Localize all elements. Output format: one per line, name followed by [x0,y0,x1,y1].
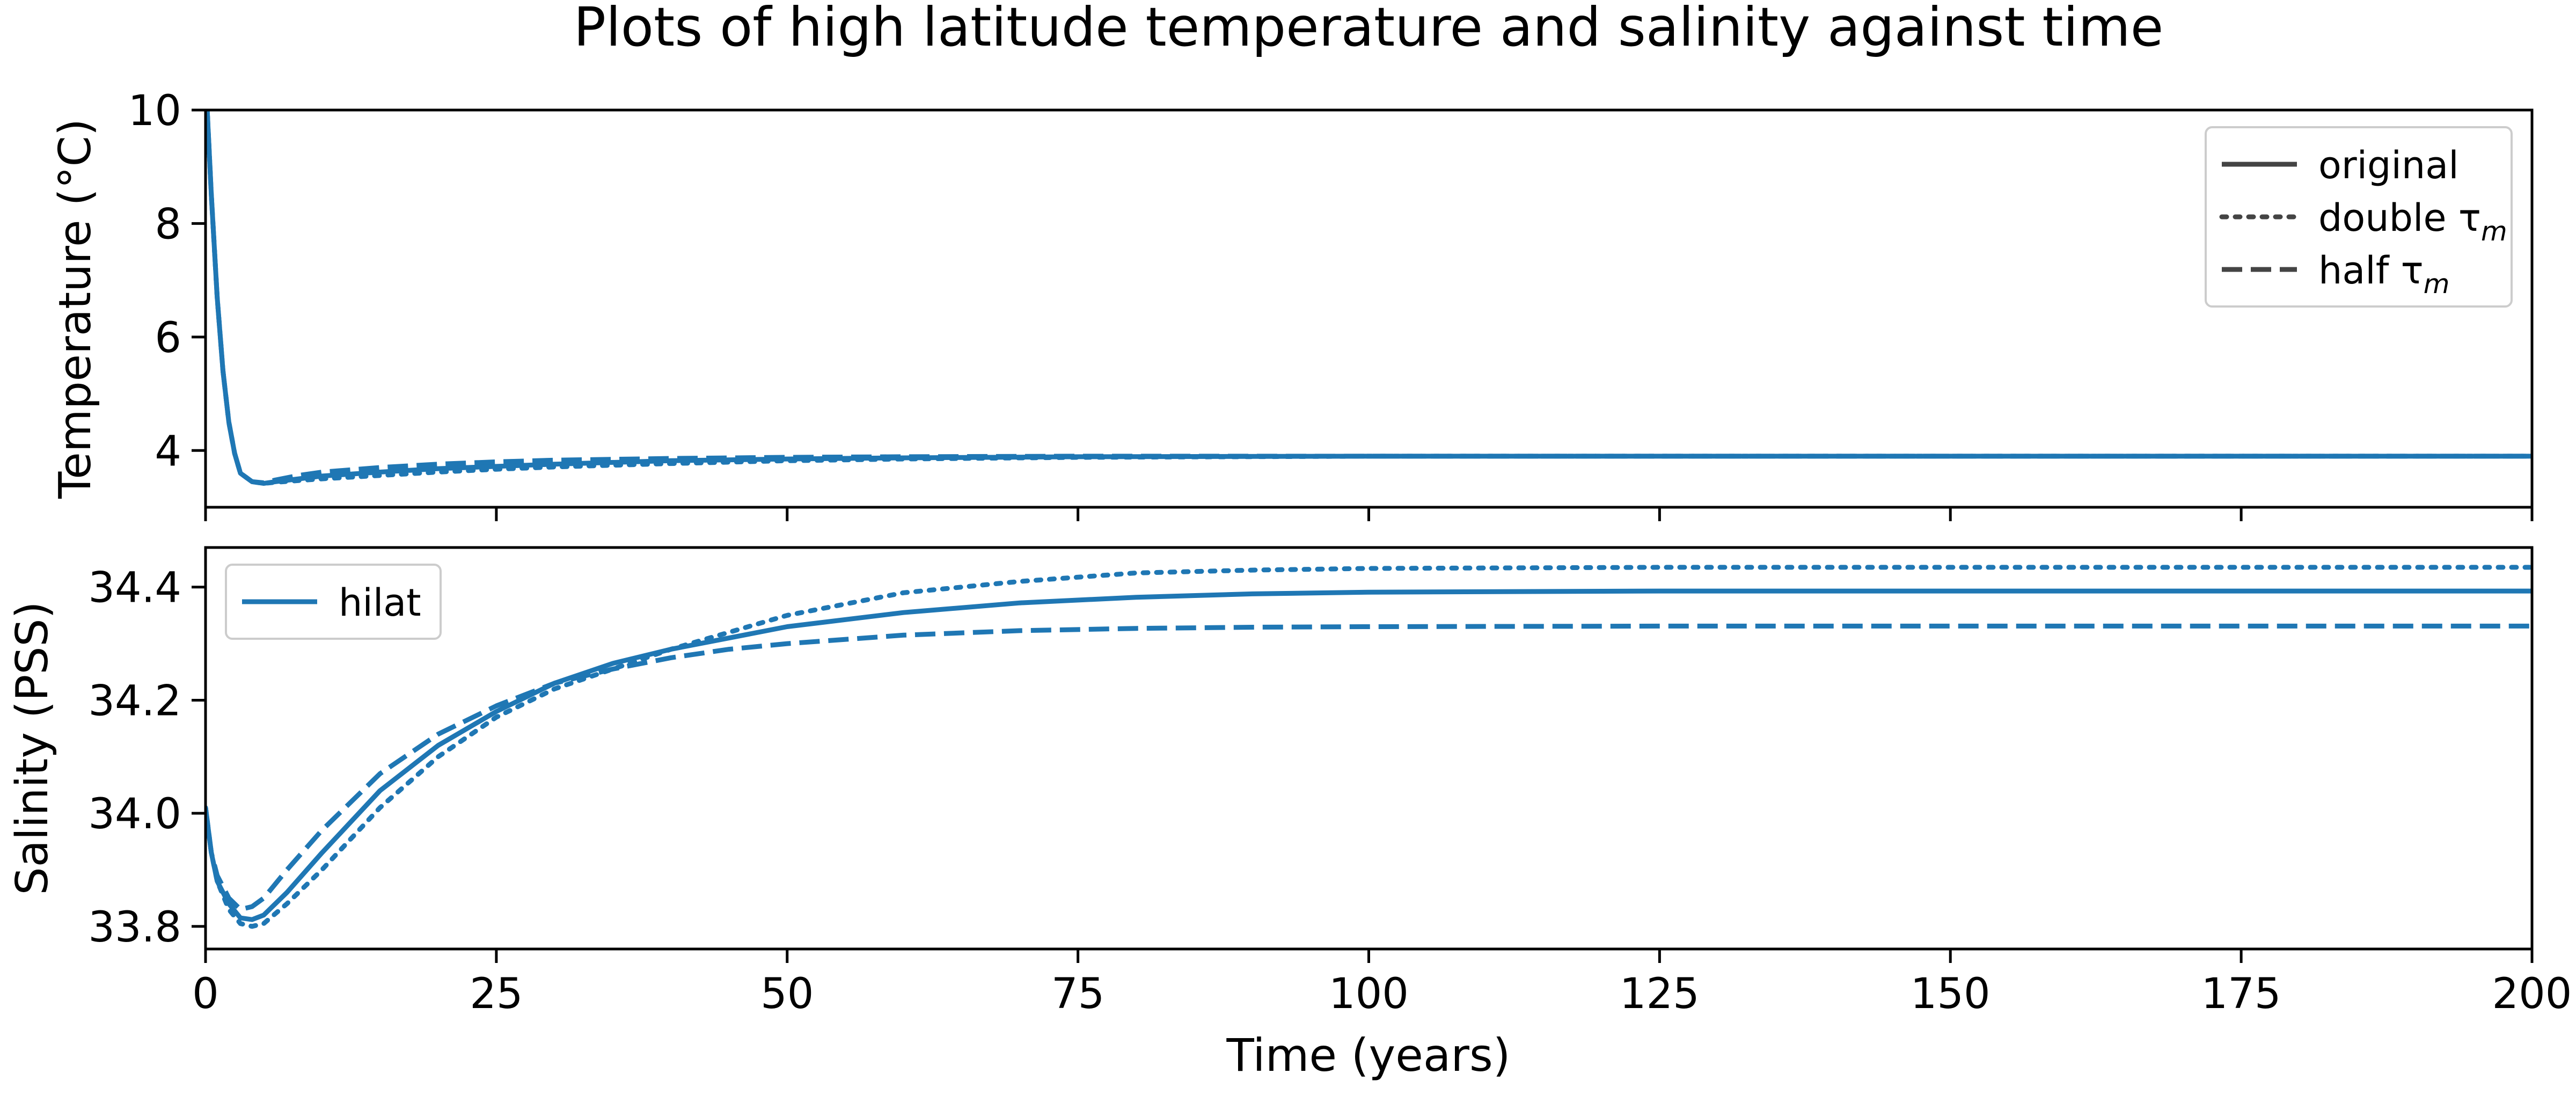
salinity-axes-frame [204,546,2534,951]
x-tick-label: 50 [760,970,814,1018]
salinity-y-tick-label: 33.8 [88,903,181,952]
salinity-series-group [206,565,2532,929]
temperature-legend-label: original [2318,143,2459,187]
x-tick-label: 75 [1051,970,1104,1018]
temperature-series-dashed-line [206,110,2532,485]
temperature-series-dotted-line [206,110,2532,486]
temperature-series-solid-line [206,110,2532,486]
x-tick-label: 125 [1620,970,1700,1018]
temperature-y-tick-label: 8 [155,200,181,249]
salinity-series-dotted-line [206,565,2532,929]
temperature-y-axis-label: Temperature (°C) [50,119,101,499]
salinity-y-tick-label: 34.2 [88,677,181,725]
temperature-y-tick-label: 10 [128,87,181,135]
x-axis-label: Time (years) [1226,1029,1511,1082]
temperature-legend-label: double τm [2318,196,2507,247]
temperature-series-group [206,110,2532,486]
x-tick-label: 25 [470,970,523,1018]
salinity-panel: 0 25 50 75 100 125 150 175 200 33.8 34.0 34.2 34.4 Sa… [7,546,2572,1018]
x-tick-label: 200 [2492,970,2572,1018]
temperature-legend-box [2205,126,2513,308]
salinity-legend-box [225,564,442,640]
chart-title: Plots of high latitude temperature and s… [574,0,2164,59]
temperature-axes-frame [204,108,2534,509]
temperature-y-tick-label: 6 [155,314,181,362]
temperature-y-tick-label: 4 [155,427,181,476]
salinity-series-dashed-line [206,623,2532,912]
salinity-y-tick-label: 34.0 [88,790,181,838]
x-tick-label: 150 [1911,970,1990,1018]
x-tick-label: 0 [192,970,219,1018]
salinity-legend-label: hilat [339,581,421,625]
salinity-legend: hilat [225,564,442,640]
x-tick-label: 175 [2201,970,2281,1018]
salinity-y-tick-label: 34.4 [88,564,181,612]
x-tick-label: 100 [1329,970,1409,1018]
salinity-series-solid-line [206,588,2532,922]
salinity-y-axis-label: Salinity (PSS) [7,602,58,895]
